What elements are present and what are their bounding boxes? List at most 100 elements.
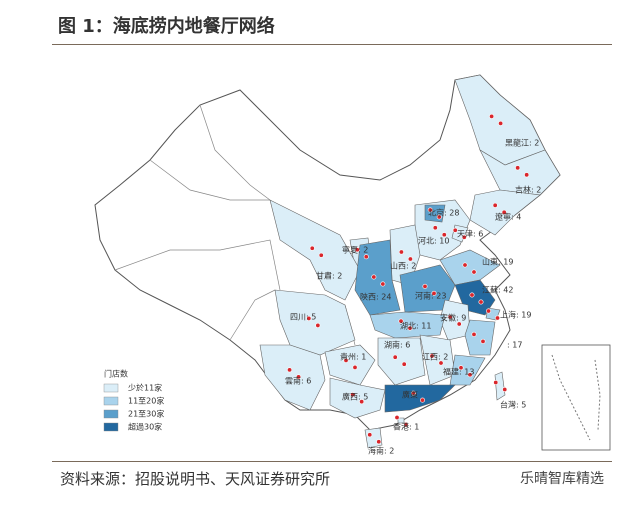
region-label: 雲南: 6 bbox=[285, 376, 311, 386]
store-dot bbox=[392, 354, 398, 360]
source: 资料来源：招股说明书、天风证券研究所 bbox=[60, 470, 331, 488]
store-dot bbox=[431, 290, 437, 296]
store-dot bbox=[492, 202, 498, 208]
legend-swatch bbox=[103, 409, 119, 419]
legend-label: 21至30家 bbox=[128, 409, 164, 419]
province bbox=[274, 289, 356, 356]
store-dot bbox=[367, 432, 373, 438]
title: 图 1：海底捞内地餐厅网络 bbox=[58, 16, 275, 37]
store-dot bbox=[436, 214, 442, 220]
inset-frame bbox=[541, 344, 611, 451]
store-dot bbox=[471, 269, 477, 275]
region-label: 寧夏: 2 bbox=[342, 245, 368, 255]
legend-swatch bbox=[103, 383, 119, 393]
store-dot bbox=[352, 364, 358, 370]
store-dot bbox=[371, 274, 377, 280]
store-dot bbox=[493, 379, 499, 385]
legend-swatch bbox=[103, 396, 119, 406]
region-label: 黑龍江: 2 bbox=[505, 138, 539, 148]
region-border bbox=[114, 104, 356, 346]
legend-label: 少於11家 bbox=[128, 383, 162, 393]
store-dot bbox=[438, 360, 444, 366]
store-dot bbox=[287, 367, 293, 373]
province bbox=[449, 354, 486, 386]
region-label: 貴州: 1 bbox=[340, 352, 366, 362]
store-dot bbox=[318, 252, 324, 258]
province bbox=[324, 344, 376, 386]
store-dot bbox=[471, 331, 477, 337]
store-dot bbox=[427, 207, 433, 213]
region-label: 上海: 19 bbox=[500, 310, 531, 320]
region-label: 廣東 bbox=[402, 390, 418, 400]
store-dot bbox=[480, 338, 486, 344]
province bbox=[364, 427, 383, 449]
store-dot bbox=[469, 292, 475, 298]
province bbox=[494, 371, 506, 401]
store-dot bbox=[410, 390, 416, 396]
store-dot bbox=[452, 227, 458, 233]
region-label: 北京: 28 bbox=[428, 208, 459, 218]
store-dot bbox=[489, 113, 495, 119]
region-label: 陝西: 24 bbox=[360, 292, 391, 302]
store-dot bbox=[419, 397, 425, 403]
store-dot bbox=[498, 120, 504, 126]
region-label: 海南: 2 bbox=[368, 446, 394, 456]
store-dot bbox=[407, 256, 413, 262]
store-dot bbox=[422, 283, 428, 289]
store-dot bbox=[315, 322, 321, 328]
store-dot bbox=[429, 353, 435, 359]
store-dot bbox=[447, 314, 453, 320]
region-label: 甘肅: 2 bbox=[316, 271, 342, 281]
legend-label: 超過30家 bbox=[128, 422, 162, 432]
inset-islands bbox=[551, 354, 601, 441]
region-label: 香港: 1 bbox=[393, 422, 419, 432]
store-dot bbox=[467, 372, 473, 378]
legend-label: 11至20家 bbox=[128, 396, 164, 406]
store-dot bbox=[306, 315, 312, 321]
province bbox=[377, 337, 426, 386]
store-dot bbox=[394, 414, 400, 420]
region-label: 山東: 19 bbox=[482, 257, 513, 267]
region-label: 四川: 5 bbox=[290, 313, 316, 322]
region-label: 天津: 6 bbox=[457, 229, 483, 239]
store-dot bbox=[296, 374, 302, 380]
store-dot bbox=[461, 234, 467, 240]
region-label: 江西: 2 bbox=[422, 353, 448, 362]
store-dot bbox=[354, 247, 360, 253]
store-dot bbox=[403, 421, 409, 427]
province bbox=[399, 264, 456, 313]
province bbox=[419, 334, 456, 386]
province bbox=[329, 377, 386, 419]
store-dot bbox=[501, 209, 507, 215]
region-label: 安徽: 9 bbox=[440, 313, 466, 323]
store-dot bbox=[524, 172, 530, 178]
rule bbox=[52, 44, 612, 45]
province bbox=[384, 384, 456, 413]
province bbox=[269, 199, 361, 301]
region-label: 山西: 2 bbox=[390, 261, 416, 271]
store-dot bbox=[309, 245, 315, 251]
province bbox=[259, 344, 326, 411]
store-dot bbox=[407, 325, 413, 331]
store-dot bbox=[359, 399, 365, 405]
watermark: 乐晴智库精选 bbox=[520, 471, 604, 487]
region-label: 福建: 13 bbox=[443, 367, 474, 377]
region-label: 江蘇: 42 bbox=[482, 285, 513, 295]
store-dot bbox=[380, 281, 386, 287]
region-label: 湖南: 6 bbox=[384, 340, 410, 350]
store-dot bbox=[494, 315, 500, 321]
rule bbox=[52, 461, 612, 462]
store-dot bbox=[432, 225, 438, 231]
province bbox=[369, 311, 446, 339]
region-label: 吉林: 2 bbox=[515, 185, 541, 195]
region-label: 河北: 10 bbox=[418, 236, 449, 246]
store-dot bbox=[363, 254, 369, 260]
store-dot bbox=[458, 365, 464, 371]
store-dot bbox=[441, 232, 447, 238]
store-dot bbox=[343, 357, 349, 363]
legend-swatch bbox=[103, 422, 119, 432]
province bbox=[439, 249, 501, 286]
store-dot bbox=[398, 249, 404, 255]
store-dot bbox=[456, 321, 462, 327]
store-dot bbox=[515, 165, 521, 171]
